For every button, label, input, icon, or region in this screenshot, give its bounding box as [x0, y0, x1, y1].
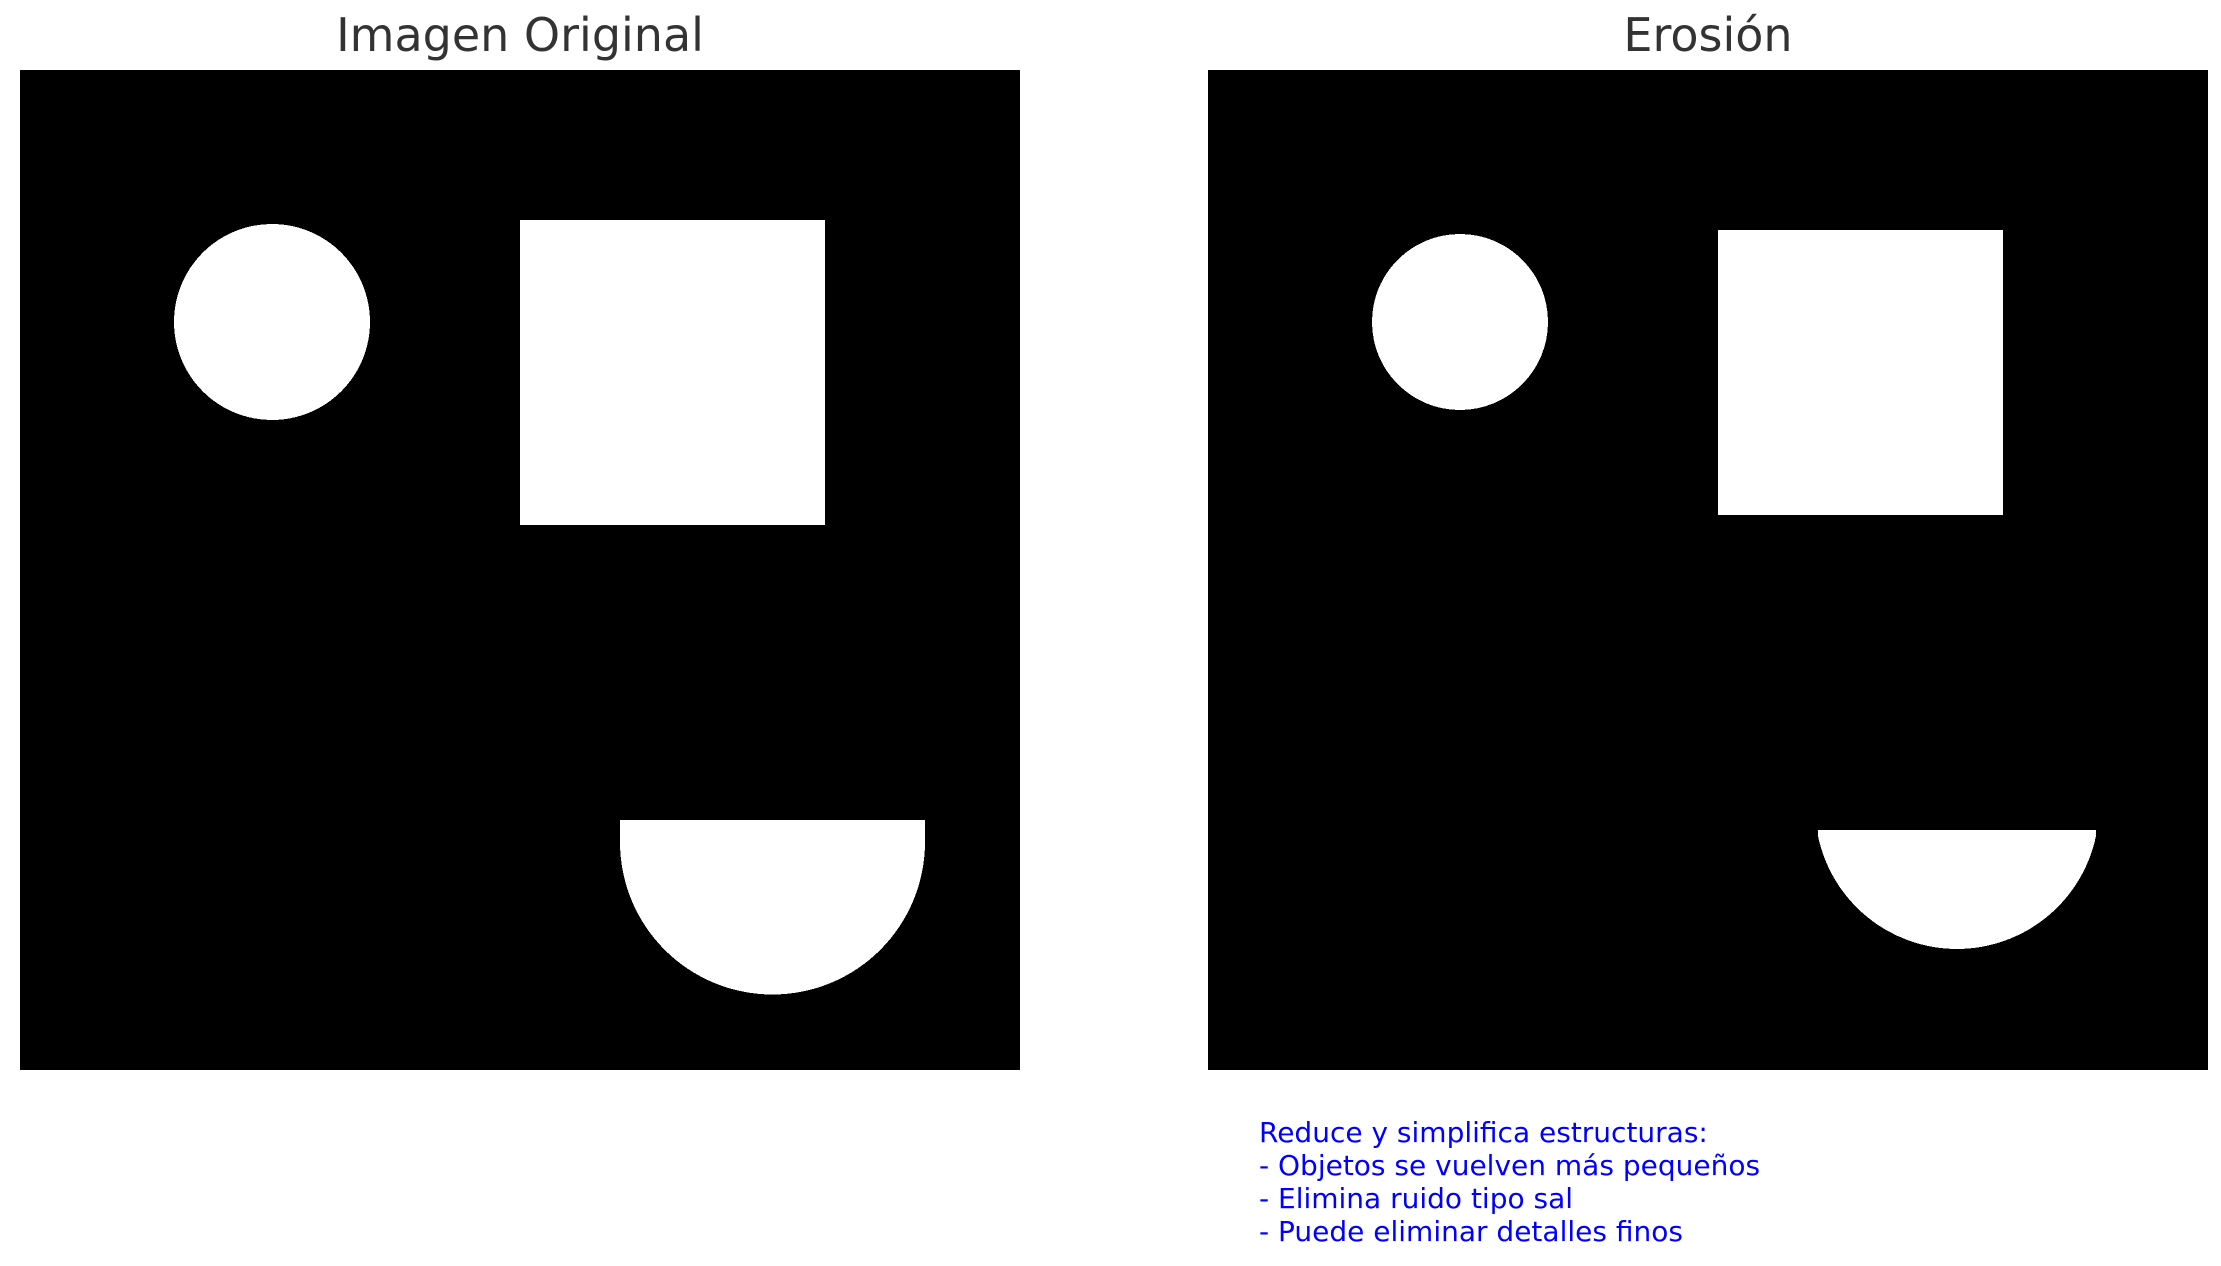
erosion-description-line: - Puede eliminar detalles finos [1259, 1215, 1683, 1248]
erosion-image-title: Erosión [1623, 8, 1793, 62]
original-half-circle [620, 820, 925, 995]
erosion-description-line: - Elimina ruido tipo sal [1259, 1182, 1574, 1215]
erosion-description-line: - Objetos se vuelven más pequeños [1259, 1149, 1761, 1182]
erosion-background [1208, 70, 2208, 1070]
original-image [20, 70, 1020, 1070]
eroded-square [1718, 230, 2003, 515]
eroded-half-circle [1818, 830, 2096, 949]
original-circle [174, 224, 370, 420]
original-image-title: Imagen Original [336, 8, 704, 62]
erosion-description: Reduce y simplifica estructuras: - Objet… [1259, 1116, 1760, 1248]
eroded-circle [1372, 234, 1548, 410]
erosion-description-heading: Reduce y simplifica estructuras: [1259, 1116, 1708, 1149]
original-square [520, 220, 825, 525]
erosion-image [1208, 70, 2208, 1070]
